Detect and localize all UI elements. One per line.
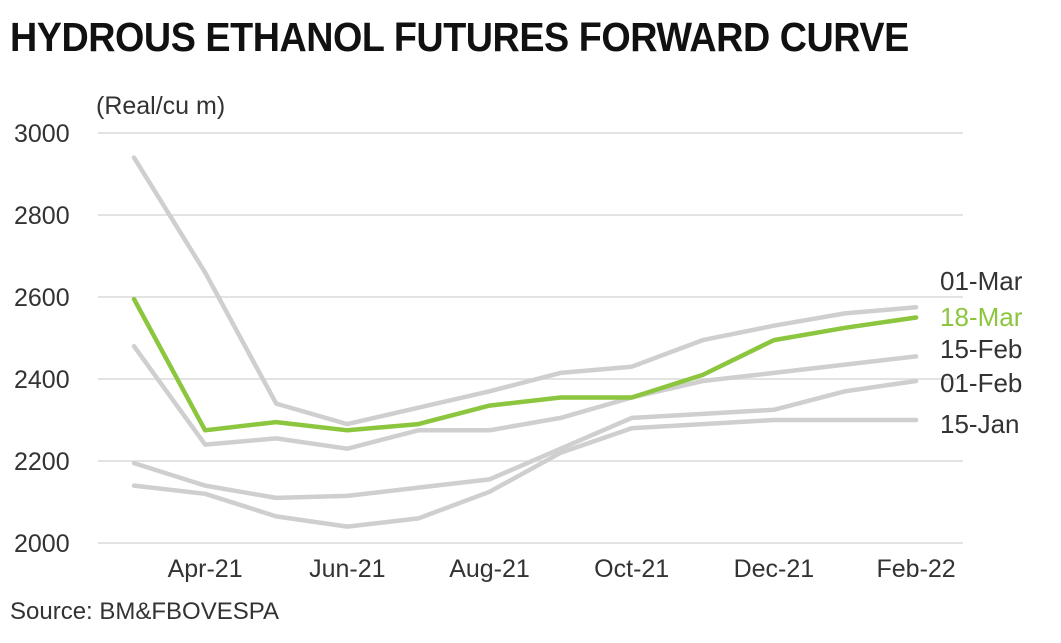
legend-label-01-feb: 01-Feb: [940, 368, 1022, 398]
legend-label-18-mar: 18-Mar: [940, 302, 1023, 332]
legend-label-15-jan: 15-Jan: [940, 409, 1020, 439]
series-line-15-jan: [131, 417, 919, 529]
series-line-01-feb: [131, 378, 919, 501]
grid-lines: [98, 132, 963, 544]
chart-title: HYDROUS ETHANOL FUTURES FORWARD CURVE: [10, 14, 909, 60]
y-tick-label: 2800: [14, 202, 70, 230]
x-tick-label: Oct-21: [594, 555, 669, 583]
source-note: Source: BM&FBOVESPA: [10, 598, 279, 625]
y-tick-labels: 2000 2200 2400 2600 2800 3000: [14, 120, 70, 558]
x-tick-label: Jun-21: [309, 555, 385, 583]
series-line-01-mar: [131, 155, 919, 427]
x-tick-label: Dec-21: [734, 555, 815, 583]
legend-label-01-mar: 01-Mar: [940, 266, 1023, 296]
y-tick-label: 2600: [14, 284, 70, 312]
y-tick-label: 3000: [14, 120, 70, 148]
legend-label-15-feb: 15-Feb: [940, 334, 1022, 364]
x-tick-label: Apr-21: [168, 555, 243, 583]
x-tick-label: Aug-21: [449, 555, 530, 583]
y-tick-label: 2000: [14, 530, 70, 558]
x-tick-labels: Apr-21 Jun-21 Aug-21 Oct-21 Dec-21 Feb-22: [168, 555, 956, 583]
series-lines: [131, 155, 919, 529]
series-line-18-mar: [131, 296, 919, 433]
series-line-15-feb: [131, 343, 919, 451]
y-tick-label: 2400: [14, 366, 70, 394]
y-axis-label: (Real/cu m): [96, 92, 225, 120]
x-tick-label: Feb-22: [876, 555, 955, 583]
y-tick-label: 2200: [14, 448, 70, 476]
